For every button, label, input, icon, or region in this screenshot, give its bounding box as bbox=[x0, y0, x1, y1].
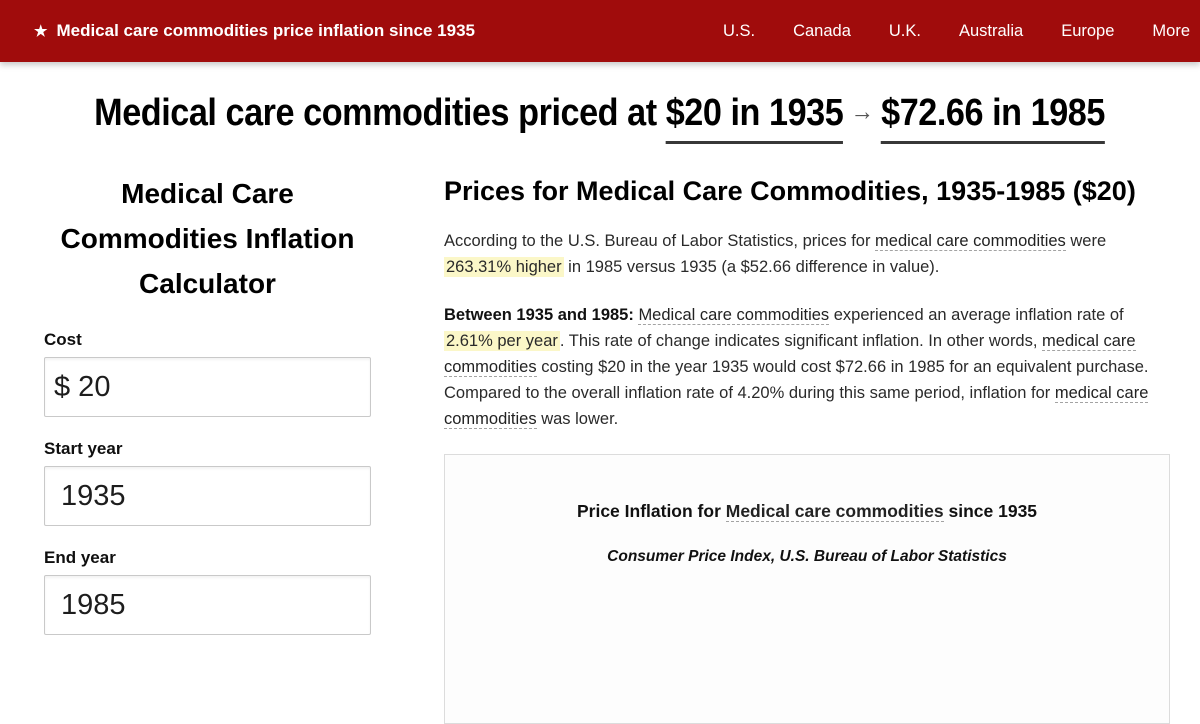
nav-link-canada[interactable]: Canada bbox=[793, 21, 851, 40]
nav-links: U.S. Canada U.K. Australia Europe More bbox=[723, 22, 1190, 41]
chart-title-prefix: Price Inflation for bbox=[576, 501, 726, 521]
p1-text-1: According to the U.S. Bureau of Labor St… bbox=[444, 232, 876, 250]
p2-text-4: was lower. bbox=[536, 410, 619, 428]
end-year-input[interactable] bbox=[44, 575, 371, 635]
headline-from-value: $20 in 1935 bbox=[666, 92, 844, 144]
p2-text-3: costing $20 in the year 1935 would cost … bbox=[444, 358, 1149, 402]
detail-paragraph: Between 1935 and 1985: Medical care comm… bbox=[444, 302, 1170, 432]
start-year-label: Start year bbox=[44, 439, 123, 458]
star-icon: ★ bbox=[34, 22, 48, 40]
top-navbar: ★ Medical care commodities price inflati… bbox=[0, 0, 1200, 62]
headline-prefix: Medical care commodities priced at bbox=[94, 92, 667, 134]
chart-title-suffix: since 1935 bbox=[943, 501, 1038, 521]
price-inflation-chart-card: Price Inflation for Medical care commodi… bbox=[444, 454, 1170, 724]
end-year-field: End year bbox=[44, 548, 371, 635]
arrow-icon: → bbox=[850, 96, 875, 126]
percent-higher-highlight: 263.31% higher bbox=[444, 257, 564, 277]
brand-link[interactable]: ★ Medical care commodities price inflati… bbox=[34, 21, 475, 41]
end-year-label: End year bbox=[44, 548, 116, 567]
cost-label: Cost bbox=[44, 330, 82, 349]
page-title: Medical care commodities priced at $20 i… bbox=[94, 92, 1106, 144]
nav-link-europe[interactable]: Europe bbox=[1061, 21, 1115, 40]
headline-to-value: $72.66 in 1985 bbox=[881, 92, 1106, 144]
cost-input[interactable] bbox=[44, 357, 371, 417]
summary-paragraph: According to the U.S. Bureau of Labor St… bbox=[444, 228, 1170, 280]
p1-text-2: were bbox=[1065, 232, 1107, 250]
p1-text-3: in 1985 versus 1935 (a $52.66 difference… bbox=[563, 258, 940, 276]
chart-title: Price Inflation for Medical care commodi… bbox=[445, 501, 1169, 522]
calculator-title: Medical Care Commodities Inflation Calcu… bbox=[60, 178, 355, 299]
start-year-input[interactable] bbox=[44, 466, 371, 526]
start-year-field: Start year bbox=[44, 439, 371, 526]
inflation-calculator-panel: Medical Care Commodities Inflation Calcu… bbox=[44, 169, 371, 724]
nav-link-uk[interactable]: U.K. bbox=[888, 21, 921, 40]
p2-text-2: . This rate of change indicates signific… bbox=[559, 332, 1043, 350]
p2-bold-range: Between 1935 and 1985: bbox=[444, 306, 639, 324]
cost-field: Cost bbox=[44, 330, 371, 417]
article: Prices for Medical Care Commodities, 193… bbox=[444, 169, 1170, 724]
brand-title: Medical care commodities price inflation… bbox=[56, 21, 476, 40]
article-title: Prices for Medical Care Commodities, 193… bbox=[444, 176, 1136, 206]
nav-link-more[interactable]: More bbox=[1152, 21, 1190, 40]
medical-care-commodities-link[interactable]: medical care commodities bbox=[444, 384, 1149, 429]
medical-care-commodities-link[interactable]: Medical care commodities bbox=[638, 306, 830, 325]
medical-care-commodities-link[interactable]: medical care commodities bbox=[875, 232, 1066, 251]
nav-link-australia[interactable]: Australia bbox=[958, 21, 1024, 40]
medical-care-commodities-link[interactable]: medical care commodities bbox=[444, 332, 1136, 377]
p2-text-1: experienced an average inflation rate of bbox=[829, 306, 1124, 324]
chart-subtitle: Consumer Price Index, U.S. Bureau of Lab… bbox=[607, 548, 1007, 565]
nav-link-us[interactable]: U.S. bbox=[722, 21, 756, 40]
medical-care-commodities-link[interactable]: Medical care commodities bbox=[725, 501, 944, 522]
annual-rate-highlight: 2.61% per year bbox=[444, 331, 560, 351]
main-content: Medical Care Commodities Inflation Calcu… bbox=[0, 169, 1200, 724]
